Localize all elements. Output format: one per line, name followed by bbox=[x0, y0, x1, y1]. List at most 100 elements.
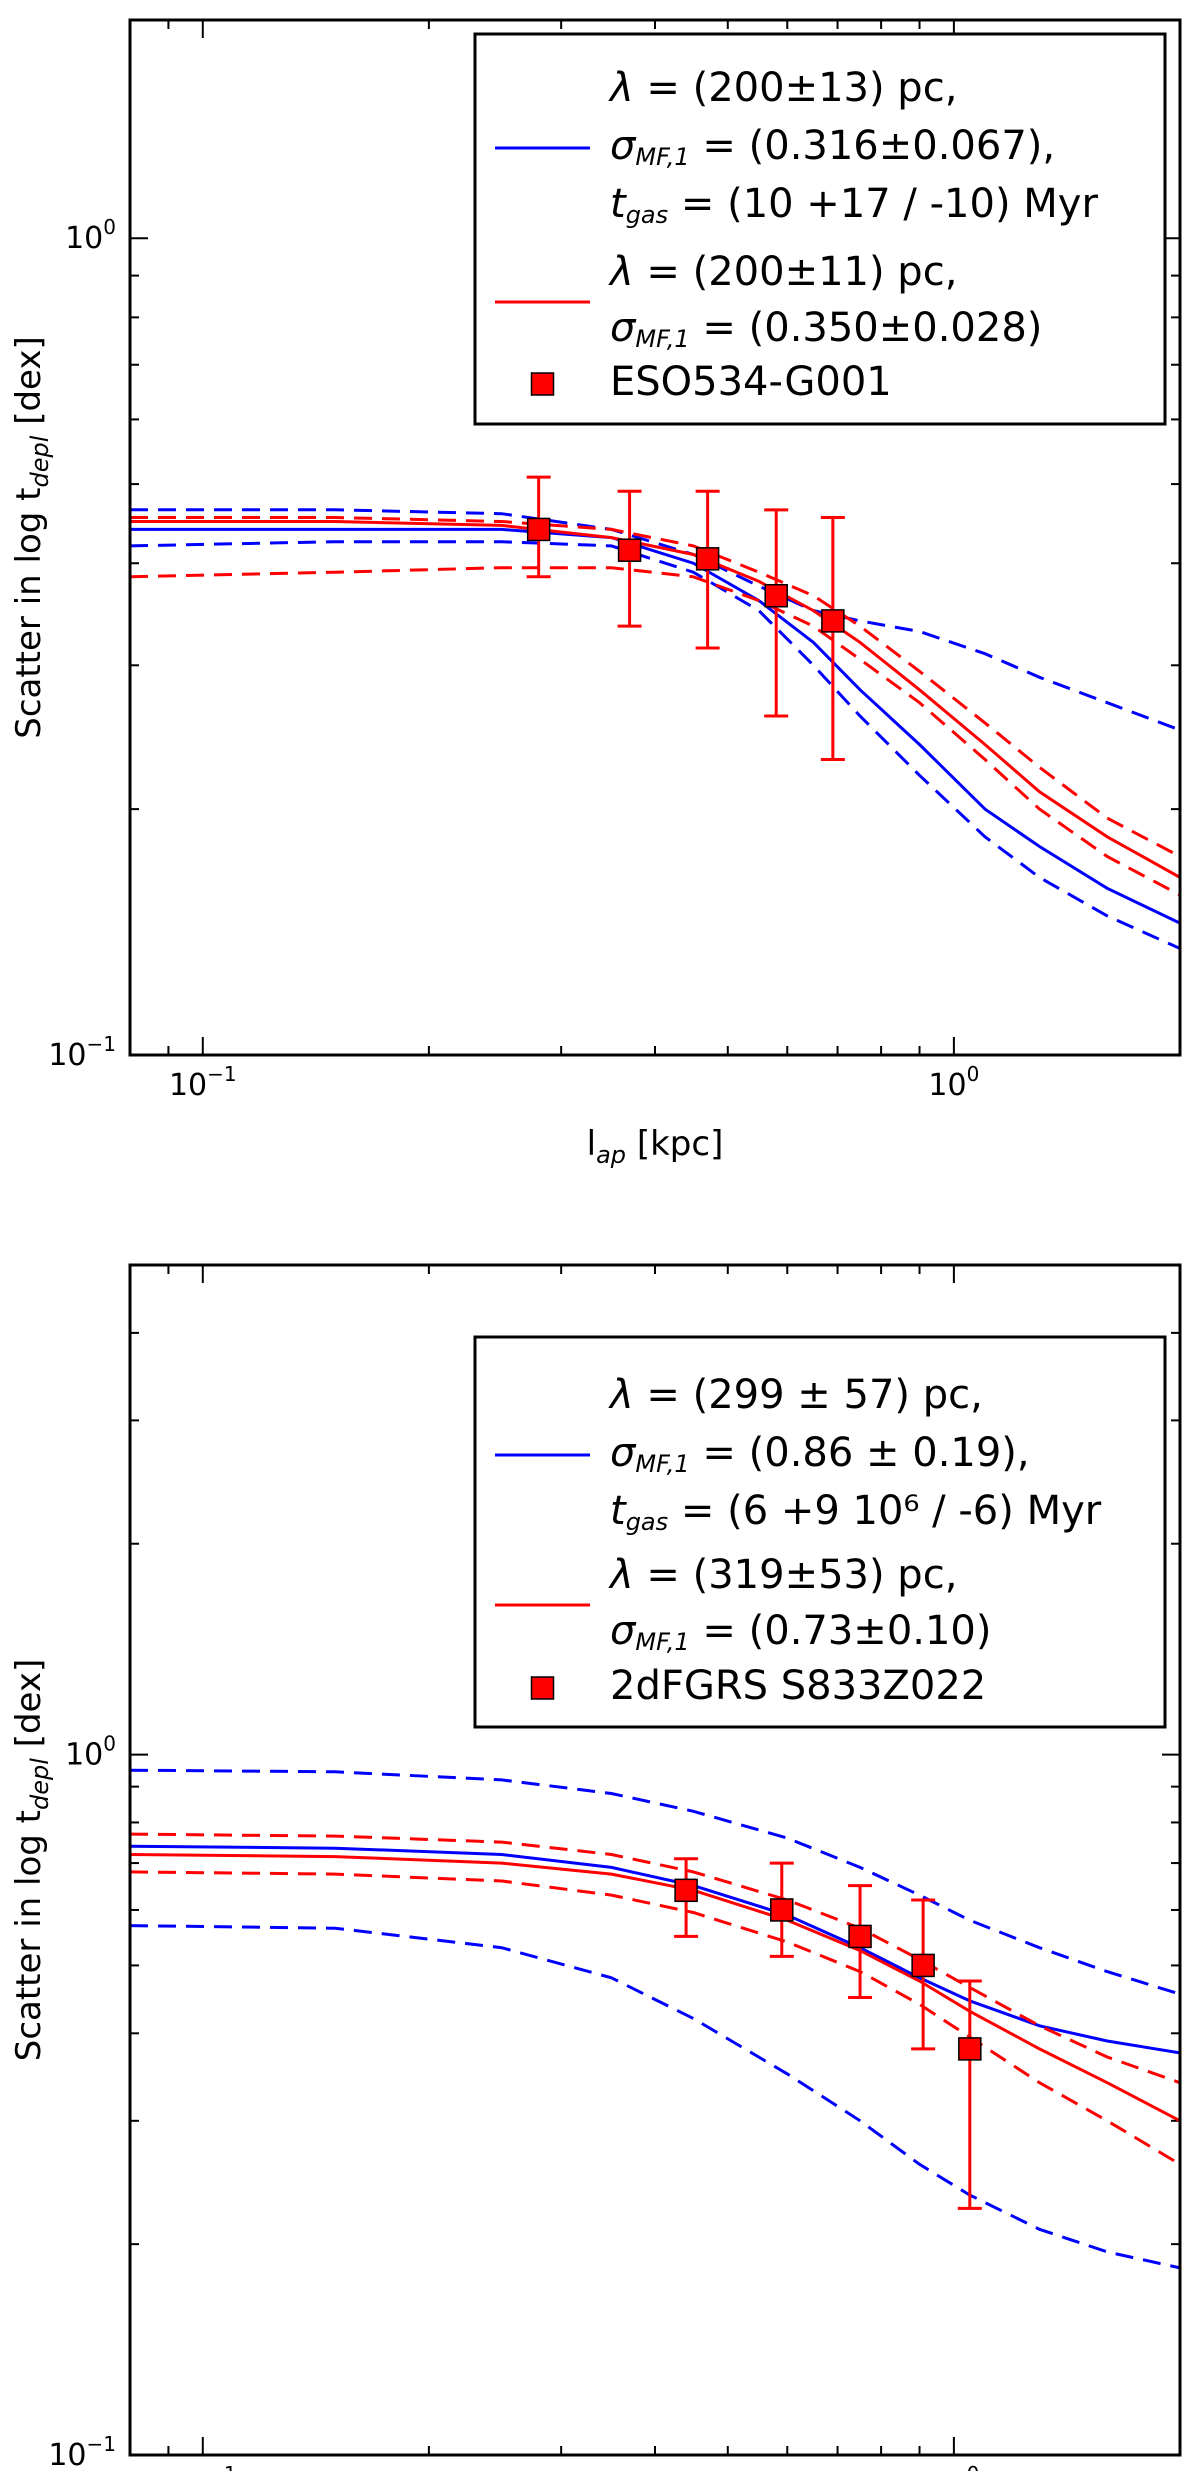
series-line-red-model-lower bbox=[130, 566, 1180, 897]
series-line-red-model-upper bbox=[130, 1832, 1180, 2085]
legend-entry-0-line-0-rest: = (200±13) pc, bbox=[634, 65, 958, 111]
legend-entry-0-line-2-t: t bbox=[610, 1488, 627, 1534]
x-axis-label-unit: [kpc] bbox=[626, 1124, 723, 1164]
legend-entry-1-line-0-rest: = (319±53) pc, bbox=[634, 1552, 958, 1598]
legend-entry-0-line-0-rest: = (299 ± 57) pc, bbox=[634, 1372, 983, 1418]
legend-entry-0-line-0-lambda: λ bbox=[608, 1372, 634, 1418]
legend-entry-1-line-1: σMF,1 = (0.350±0.028) bbox=[610, 305, 1042, 353]
legend-top: λ = (200±13) pc, σMF,1 = (0.316±0.067), tg… bbox=[473, 32, 1167, 426]
legend-entry-1-line-1-rest: = (0.350±0.028) bbox=[690, 305, 1043, 351]
y-axis-label-sub: depl bbox=[26, 435, 54, 487]
legend-entry-1-line-1-sigma-sub: MF,1 bbox=[635, 325, 689, 353]
x-tick-label: 10−1 bbox=[169, 1062, 237, 1103]
legend-entry-1-line-0: λ = (319±53) pc, bbox=[608, 1552, 957, 1598]
x-axis-label-main: l bbox=[587, 1124, 596, 1164]
y-tick-exp: 0 bbox=[103, 1732, 116, 1756]
legend-marker-sample bbox=[530, 372, 555, 396]
y-tick-base: 10 bbox=[65, 221, 103, 256]
y-axis-label-main: Scatter in log t bbox=[9, 488, 49, 739]
data-point bbox=[695, 547, 720, 571]
y-axis-label-unit: [dex] bbox=[9, 336, 49, 435]
y-axis-label-sub: depl bbox=[26, 1758, 54, 1810]
data-point bbox=[911, 1953, 935, 1978]
data-point bbox=[848, 1924, 872, 1949]
legend-entry-1-line-1-rest: = (0.73±0.10) bbox=[690, 1608, 992, 1654]
x-tick-exp: 0 bbox=[967, 2462, 980, 2471]
series-line-red-model bbox=[130, 1853, 1180, 2123]
data-point bbox=[764, 583, 788, 608]
y-tick-base: 10 bbox=[65, 1738, 103, 1773]
x-tick-base: 10 bbox=[169, 2468, 207, 2471]
y-tick-exp: 0 bbox=[103, 215, 116, 239]
y-tick-label: 100 bbox=[65, 1732, 116, 1773]
series-line-blue-model bbox=[130, 527, 1180, 925]
series-line-blue-model bbox=[130, 1844, 1180, 2055]
legend-entry-2-line-0: 2dFGRS S833Z022 bbox=[610, 1663, 986, 1709]
legend-entry-0-line-1: σMF,1 = (0.86 ± 0.19), bbox=[610, 1430, 1030, 1478]
legend-entry-1-line-0-lambda: λ bbox=[608, 249, 634, 295]
y-axis-label-main: Scatter in log t bbox=[9, 1810, 49, 2061]
x-tick-label: 100 bbox=[928, 2462, 979, 2471]
y-tick-label: 10−1 bbox=[48, 2432, 116, 2471]
y-axis-label-unit: [dex] bbox=[9, 1659, 49, 1758]
legend-entry-0-line-2: tgas = (6 +9 10⁶ / -6) Myr bbox=[610, 1488, 1102, 1536]
legend-entry-0-line-1-sigma-sub: MF,1 bbox=[635, 1450, 689, 1478]
legend-entry-2-line-0: ESO534-G001 bbox=[610, 359, 892, 405]
legend-entry-1-line-0-lambda: λ bbox=[608, 1552, 634, 1598]
plot-frame-top bbox=[128, 18, 1182, 1057]
legend-entry-0-line-0: λ = (299 ± 57) pc, bbox=[608, 1372, 983, 1418]
legend-entry-1-line-0-rest: = (200±11) pc, bbox=[634, 249, 958, 295]
legend-entry-1-line-1-sigma: σ bbox=[610, 1608, 637, 1654]
y-tick-base: 10 bbox=[48, 1038, 86, 1073]
legend-bottom: λ = (299 ± 57) pc,σMF,1 = (0.86 ± 0.19),… bbox=[473, 1335, 1167, 1729]
legend-box bbox=[473, 1335, 1167, 1729]
y-tick-exp: −1 bbox=[87, 1032, 116, 1056]
legend-entry-1-line-1-sigma-sub: MF,1 bbox=[635, 1628, 689, 1656]
x-axis-label-sub: ap bbox=[596, 1141, 626, 1169]
x-tick-exp: −1 bbox=[207, 2462, 236, 2471]
y-axis-label: Scatter in log tdepl [dex] bbox=[9, 1659, 54, 2062]
data-point bbox=[526, 517, 551, 542]
data-point bbox=[958, 2037, 982, 2061]
series-group-top bbox=[130, 508, 1180, 950]
legend-marker-sample bbox=[530, 1676, 555, 1700]
legend-entry-0-line-2-t-sub: gas bbox=[626, 1508, 668, 1536]
series-line-red-model-upper bbox=[130, 516, 1180, 858]
y-tick-label: 100 bbox=[65, 215, 116, 256]
legend-entry-0-line-1: σMF,1 = (0.316±0.067), bbox=[610, 123, 1055, 171]
legend-entry-0-line-1-sigma: σ bbox=[610, 1430, 637, 1476]
legend-entry-0-line-2-t: t bbox=[610, 181, 627, 227]
y-axis-label: Scatter in log tdepl [dex] bbox=[9, 336, 54, 739]
legend-entry-0-line-2-t-sub: gas bbox=[626, 201, 668, 229]
legend-entry-0-line-1-rest: = (0.86 ± 0.19), bbox=[690, 1430, 1030, 1476]
legend-entry-1-line-0: λ = (200±11) pc, bbox=[608, 249, 957, 295]
series-line-blue-model-lower bbox=[130, 1924, 1180, 2270]
legend-entry-0-line-0: λ = (200±13) pc, bbox=[608, 65, 957, 111]
legend-entry-0-line-2-rest: = (6 +9 10⁶ / -6) Myr bbox=[668, 1488, 1102, 1534]
series-line-red-model bbox=[130, 520, 1180, 879]
legend-entry-0-line-1-sigma: σ bbox=[610, 123, 637, 169]
x-tick-label: 100 bbox=[928, 1062, 979, 1103]
data-point bbox=[821, 609, 845, 633]
y-tick-base: 10 bbox=[48, 2438, 86, 2471]
y-tick-label: 10−1 bbox=[48, 1032, 116, 1073]
points-group-bottom bbox=[674, 1857, 982, 2210]
legend-entry-0-line-0-lambda: λ bbox=[608, 65, 634, 111]
plot-frame-bottom bbox=[128, 1263, 1182, 2457]
x-tick-base: 10 bbox=[928, 1068, 966, 1103]
series-line-blue-model-upper bbox=[130, 1768, 1180, 1996]
x-axis-label: lap [kpc] bbox=[587, 1124, 724, 1169]
legend-entry-1-line-1-sigma: σ bbox=[610, 305, 637, 351]
series-group-bottom bbox=[130, 1768, 1180, 2270]
data-point bbox=[617, 538, 642, 562]
legend-entry-0-line-2-rest: = (10 +17 / -10) Myr bbox=[668, 181, 1098, 227]
x-tick-label: 10−1 bbox=[169, 2462, 237, 2471]
x-tick-base: 10 bbox=[928, 2468, 966, 2471]
y-tick-exp: −1 bbox=[87, 2432, 116, 2456]
data-point bbox=[770, 1898, 794, 1922]
series-line-red-model-lower bbox=[130, 1870, 1180, 2166]
legend-entry-0-line-2: tgas = (10 +17 / -10) Myr bbox=[610, 181, 1098, 229]
